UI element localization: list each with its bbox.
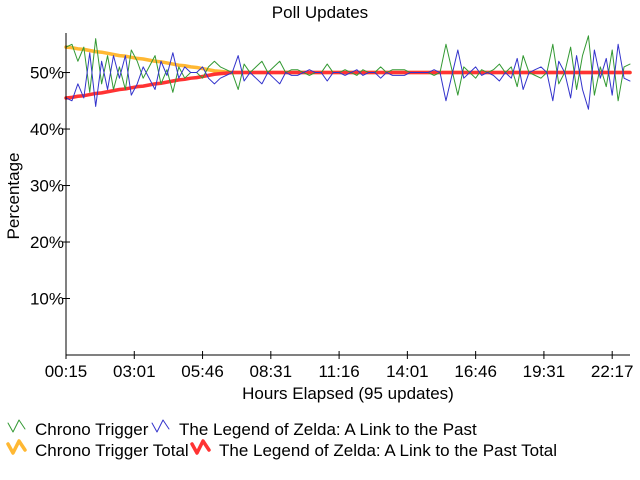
series-line-the-legend-of-zelda-a-link-to-the-past-total (64, 70, 632, 100)
x-axis-label: Hours Elapsed (95 updates) (242, 384, 454, 403)
x-tick-label: 16:46 (454, 362, 497, 381)
legend-label: Chrono Trigger (35, 420, 149, 439)
legend-label: The Legend of Zelda: A Link to the Past … (219, 441, 557, 460)
legend-swatch (190, 439, 211, 455)
x-tick-label: 08:31 (250, 362, 293, 381)
chart-title: Poll Updates (272, 3, 368, 22)
legend-swatch (7, 419, 26, 433)
legend-label: Chrono Trigger Total (35, 441, 189, 460)
x-tick-label: 03:01 (113, 362, 156, 381)
series-line-the-legend-of-zelda-a-link-to-the-past (65, 43, 631, 110)
legend: Chrono Trigger The Legend of Zelda: A Lin… (6, 419, 557, 460)
y-axis-ticks: 10% 20% 30% 40% 50% (30, 64, 70, 309)
y-tick-label: 50% (30, 64, 64, 83)
x-tick-label: 19:31 (523, 362, 566, 381)
y-tick-label: 30% (30, 177, 64, 196)
x-tick-label: 00:15 (45, 362, 88, 381)
legend-item-chrono-trigger: Chrono Trigger (7, 419, 149, 439)
y-tick-label: 20% (30, 233, 64, 252)
series-layer (64, 35, 632, 110)
legend-swatch (151, 419, 170, 433)
y-tick-label: 40% (30, 120, 64, 139)
legend-item-the-legend-of-zelda-a-link-to-the-past: The Legend of Zelda: A Link to the Past (151, 419, 477, 439)
x-axis-ticks: 00:15 03:01 05:46 08:31 11:16 14:01 16:46 19:31… (45, 351, 634, 381)
legend-swatch (6, 439, 27, 455)
x-tick-label: 05:46 (181, 362, 224, 381)
x-tick-label: 22:17 (591, 362, 634, 381)
x-tick-label: 11:16 (318, 362, 359, 381)
x-tick-label: 14:01 (386, 362, 429, 381)
series-line-chrono-trigger-total (64, 45, 632, 75)
legend-label: The Legend of Zelda: A Link to the Past (179, 420, 477, 439)
legend-item-the-legend-of-zelda-a-link-to-the-past-total: The Legend of Zelda: A Link to the Past … (190, 439, 557, 460)
y-axis-label: Percentage (4, 153, 23, 240)
y-tick-label: 10% (30, 290, 64, 309)
series-line-chrono-trigger (65, 35, 631, 102)
legend-item-chrono-trigger-total: Chrono Trigger Total (6, 439, 189, 460)
